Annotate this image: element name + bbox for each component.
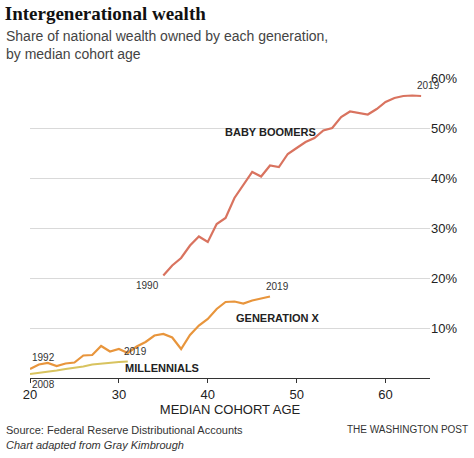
svg-text:GENERATION X: GENERATION X: [236, 312, 320, 324]
svg-text:2019: 2019: [417, 80, 440, 91]
svg-text:60: 60: [378, 387, 392, 402]
svg-text:20: 20: [23, 387, 37, 402]
svg-text:Share of national wealth owned: Share of national wealth owned by each g…: [6, 28, 328, 62]
svg-text:30: 30: [112, 387, 126, 402]
svg-text:2019: 2019: [266, 281, 289, 292]
svg-text:40%: 40%: [431, 171, 457, 186]
svg-text:BABY BOOMERS: BABY BOOMERS: [225, 126, 316, 138]
svg-text:2019: 2019: [124, 346, 147, 357]
svg-text:20%: 20%: [431, 271, 457, 286]
svg-text:30%: 30%: [431, 221, 457, 236]
svg-text:2008: 2008: [32, 379, 55, 390]
svg-text:MEDIAN COHORT AGE: MEDIAN COHORT AGE: [160, 402, 301, 417]
svg-text:Chart adapted from Gray Kimbro: Chart adapted from Gray Kimbrough: [6, 439, 184, 451]
svg-text:1992: 1992: [32, 352, 55, 363]
svg-text:50%: 50%: [431, 121, 457, 136]
svg-text:50: 50: [289, 387, 303, 402]
svg-text:THE WASHINGTON POST: THE WASHINGTON POST: [347, 424, 468, 435]
svg-text:Source: Federal Reserve Distri: Source: Federal Reserve Distributional A…: [6, 424, 243, 436]
svg-text:10%: 10%: [431, 321, 457, 336]
svg-text:1990: 1990: [136, 280, 159, 291]
svg-text:60%: 60%: [431, 71, 457, 86]
svg-text:Intergenerational wealth: Intergenerational wealth: [5, 3, 206, 24]
svg-text:40: 40: [201, 387, 215, 402]
svg-text:MILLENNIALS: MILLENNIALS: [125, 362, 199, 374]
